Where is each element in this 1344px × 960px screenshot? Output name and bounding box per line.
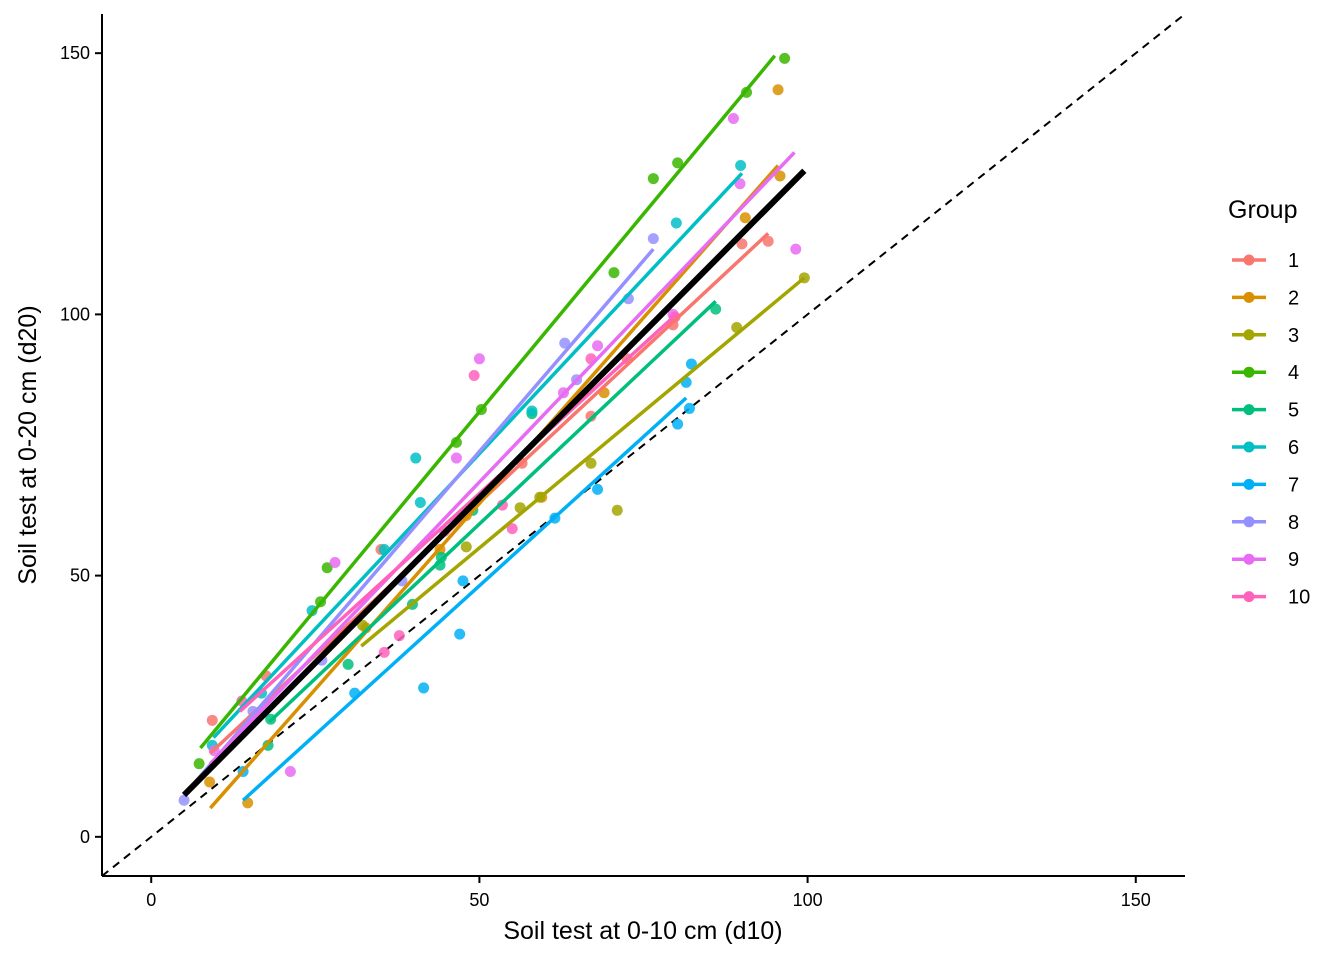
x-tick-label: 150 bbox=[1121, 890, 1151, 910]
y-tick-label: 50 bbox=[70, 566, 90, 586]
data-point-group-9 bbox=[734, 178, 746, 190]
data-point-group-3 bbox=[611, 504, 623, 516]
legend-label-1: 1 bbox=[1288, 250, 1299, 272]
x-tick-label: 100 bbox=[793, 890, 823, 910]
data-point-group-4 bbox=[672, 157, 684, 169]
data-point-group-10 bbox=[378, 646, 390, 658]
data-point-group-4 bbox=[193, 758, 205, 770]
data-point-group-6 bbox=[526, 405, 538, 417]
data-point-group-5 bbox=[342, 658, 354, 670]
legend-key-point-2 bbox=[1243, 291, 1255, 303]
x-tick-label: 0 bbox=[146, 890, 156, 910]
fit-line-group-7 bbox=[241, 396, 688, 802]
legend-label-3: 3 bbox=[1288, 325, 1299, 347]
data-point-group-1 bbox=[736, 238, 748, 250]
legend-key-point-4 bbox=[1243, 366, 1255, 378]
data-point-group-9 bbox=[727, 112, 739, 124]
data-point-group-1 bbox=[585, 410, 597, 422]
data-point-group-2 bbox=[774, 170, 786, 182]
fit-line-group-4 bbox=[199, 54, 777, 750]
legend-key-point-8 bbox=[1243, 516, 1255, 528]
fit-line-group-10 bbox=[238, 313, 678, 713]
data-point-group-8 bbox=[559, 337, 571, 349]
legend-label-4: 4 bbox=[1288, 362, 1299, 384]
legend-key-point-6 bbox=[1243, 441, 1255, 453]
legend-key-point-9 bbox=[1243, 553, 1255, 565]
data-point-group-7 bbox=[418, 682, 430, 694]
fit-line-group-3 bbox=[360, 276, 806, 648]
data-point-group-10 bbox=[468, 370, 480, 382]
plot-panel bbox=[102, 14, 1185, 876]
data-point-group-9 bbox=[450, 452, 462, 464]
data-point-group-3 bbox=[357, 619, 369, 631]
y-tick-label: 0 bbox=[80, 827, 90, 847]
data-point-group-1 bbox=[206, 714, 218, 726]
data-point-group-9 bbox=[790, 243, 802, 255]
data-point-group-10 bbox=[496, 499, 508, 511]
y-tick-label: 100 bbox=[60, 304, 90, 324]
y-tick-label: 150 bbox=[60, 43, 90, 63]
data-point-group-6 bbox=[414, 496, 426, 508]
data-point-group-7 bbox=[592, 483, 604, 495]
legend-title: Group bbox=[1228, 196, 1297, 224]
fit-line-group-8 bbox=[182, 247, 655, 797]
legend-label-8: 8 bbox=[1288, 512, 1299, 534]
data-point-group-7 bbox=[685, 358, 697, 370]
legend-label-2: 2 bbox=[1288, 287, 1299, 309]
fit-line-group-5 bbox=[268, 300, 717, 724]
data-point-group-10 bbox=[506, 523, 518, 535]
data-point-group-8 bbox=[178, 794, 190, 806]
data-point-group-7 bbox=[457, 575, 469, 587]
data-point-group-3 bbox=[460, 541, 472, 553]
data-point-group-7 bbox=[683, 402, 695, 414]
data-point-group-4 bbox=[647, 173, 659, 185]
data-point-group-2 bbox=[739, 212, 751, 224]
data-point-group-4 bbox=[779, 52, 791, 64]
legend-key-point-10 bbox=[1243, 591, 1255, 603]
data-point-group-6 bbox=[735, 160, 747, 172]
data-point-group-6 bbox=[670, 217, 682, 229]
data-point-group-2 bbox=[772, 84, 784, 96]
data-point-group-9 bbox=[284, 766, 296, 778]
x-axis-title: Soil test at 0-10 cm (d10) bbox=[503, 917, 782, 945]
axes: 0 50 100 150 0 50 100 150 bbox=[60, 43, 1151, 910]
data-point-group-7 bbox=[454, 628, 466, 640]
data-point-group-8 bbox=[647, 233, 659, 245]
overall-fit-line bbox=[181, 168, 807, 798]
data-point-group-9 bbox=[473, 353, 485, 365]
legend-label-5: 5 bbox=[1288, 400, 1299, 422]
legend-label-6: 6 bbox=[1288, 437, 1299, 459]
y-axis-title: Soil test at 0-20 cm (d20) bbox=[14, 305, 42, 584]
legend-label-9: 9 bbox=[1288, 549, 1299, 571]
data-point-group-4 bbox=[321, 562, 333, 574]
fit-line-group-9 bbox=[209, 151, 796, 765]
data-point-group-9 bbox=[329, 557, 341, 569]
x-tick-label: 50 bbox=[469, 890, 489, 910]
data-point-group-10 bbox=[393, 630, 405, 642]
data-point-group-6 bbox=[410, 452, 422, 464]
data-point-group-9 bbox=[592, 340, 604, 352]
legend-label-7: 7 bbox=[1288, 474, 1299, 496]
legend-key-point-1 bbox=[1243, 254, 1255, 266]
data-point-group-2 bbox=[204, 776, 216, 788]
reference-line-1to1 bbox=[102, 14, 1185, 876]
data-point-group-5 bbox=[710, 303, 722, 315]
data-point-group-1 bbox=[762, 235, 774, 247]
legend-key-point-3 bbox=[1243, 329, 1255, 341]
legend-key-point-7 bbox=[1243, 478, 1255, 490]
legend-key-point-5 bbox=[1243, 404, 1255, 416]
data-point-group-4 bbox=[608, 267, 620, 279]
legend: Group 1 2 3 4 5 6 7 8 9 10 bbox=[1228, 196, 1310, 609]
data-point-group-7 bbox=[672, 418, 684, 430]
legend-label-10: 10 bbox=[1288, 587, 1310, 609]
data-point-group-3 bbox=[585, 457, 597, 469]
